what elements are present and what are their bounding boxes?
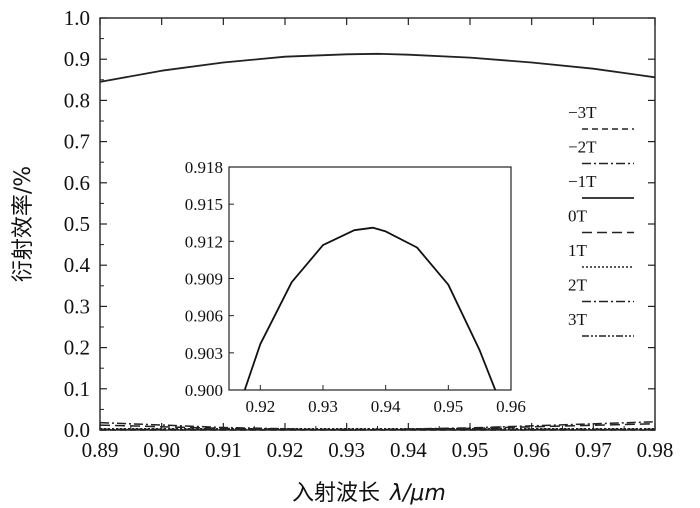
inset-y-tick-label: 0.918 xyxy=(185,158,223,177)
y-tick-label: 1.0 xyxy=(64,6,90,30)
legend-label: 0T xyxy=(568,207,588,226)
legend: −3T −2T −1T 0T 1T 2T 3T xyxy=(568,103,634,337)
y-tick-label: 0.2 xyxy=(64,336,90,360)
x-tick-label: 0.97 xyxy=(575,438,612,462)
series-line-1T xyxy=(99,52,656,83)
legend-label: −1T xyxy=(568,172,597,191)
legend-label: −3T xyxy=(568,103,597,122)
inset-series-line xyxy=(243,226,497,391)
inset-y-tick-label: 0.900 xyxy=(185,381,223,400)
y-tick-label: 0.3 xyxy=(64,294,90,318)
x-tick-label: 0.92 xyxy=(267,438,304,462)
inset-y-tick-label: 0.915 xyxy=(185,195,223,214)
inset-x-tick-label: 0.95 xyxy=(433,397,463,416)
inset-y-tick-label: 0.912 xyxy=(185,232,223,251)
legend-label: −2T xyxy=(568,138,597,157)
legend-label: 1T xyxy=(568,241,588,260)
inset-x-tick-label: 0.96 xyxy=(496,397,526,416)
x-axis-unit: λ/μm xyxy=(389,481,446,506)
inset-y-tick-label: 0.903 xyxy=(185,344,223,363)
x-tick-label: 0.93 xyxy=(328,438,365,462)
x-tick-label: 0.95 xyxy=(452,438,489,462)
y-tick-label: 0.9 xyxy=(64,47,90,71)
inset-y-tick-label: 0.909 xyxy=(185,270,223,289)
legend-label: 2T xyxy=(568,276,588,295)
x-tick-label: 0.91 xyxy=(205,438,242,462)
y-axis-title: 衍射效率/% xyxy=(11,166,36,282)
y-tick-label: 0.0 xyxy=(64,418,90,442)
main-plot: 0.89 0.90 0.91 0.92 0.93 0.94 0.95 0.96 0.97 0.98… xyxy=(64,6,674,462)
y-tick-label: 0.5 xyxy=(64,212,90,236)
inset-plot: 0.92 0.93 0.94 0.95 0.96 0.900 0.903 0.906 0.909… xyxy=(185,158,526,416)
y-tick-label: 0.1 xyxy=(64,377,90,401)
legend-label: 3T xyxy=(568,310,588,329)
inset-y-tick-label: 0.906 xyxy=(185,307,223,326)
x-tick-label: 0.96 xyxy=(513,438,550,462)
inset-x-tick-label: 0.94 xyxy=(371,397,401,416)
series-line-0T xyxy=(99,423,656,431)
x-tick-label: 0.94 xyxy=(390,438,427,462)
y-tick-label: 0.7 xyxy=(64,130,90,154)
x-tick-label: 0.89 xyxy=(82,438,119,462)
inset-x-tick-label: 0.92 xyxy=(245,397,275,416)
x-axis-title: 入射波长 xyxy=(292,481,380,506)
x-tick-label: 0.98 xyxy=(637,438,674,462)
axis-titles: 入射波长 λ/μm 衍射效率/% xyxy=(11,166,446,506)
x-tick-label: 0.90 xyxy=(143,438,180,462)
inset-frame xyxy=(228,166,512,391)
y-tick-label: 0.8 xyxy=(64,88,90,112)
inset-x-tick-label: 0.93 xyxy=(308,397,338,416)
y-tick-label: 0.4 xyxy=(64,253,91,277)
y-tick-label: 0.6 xyxy=(64,171,90,195)
